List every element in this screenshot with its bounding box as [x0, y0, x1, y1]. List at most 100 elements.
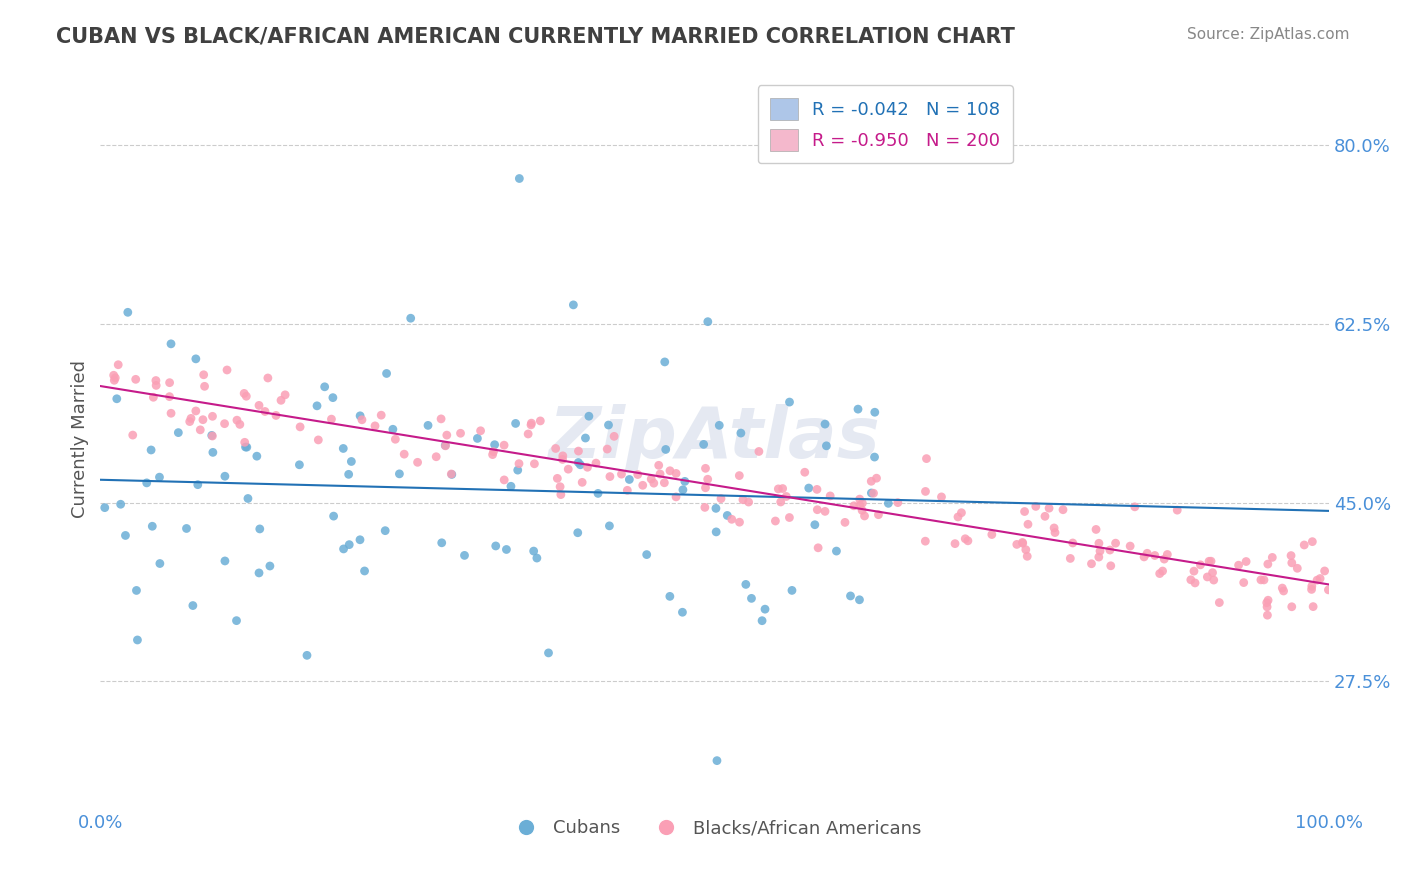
Point: [1253, 573, 1275, 587]
Point: [704, 501, 727, 516]
Point: [145, 378, 167, 392]
Point: [658, 590, 681, 604]
Point: [416, 418, 439, 433]
Point: [806, 502, 828, 516]
Point: [1201, 566, 1223, 580]
Point: [467, 431, 489, 445]
Point: [1099, 558, 1122, 573]
Point: [797, 481, 820, 495]
Point: [337, 467, 360, 482]
Point: [253, 404, 276, 418]
Point: [225, 614, 247, 628]
Point: [1306, 573, 1329, 587]
Point: [863, 405, 886, 419]
Point: [508, 457, 530, 471]
Point: [865, 471, 887, 485]
Point: [484, 438, 506, 452]
Point: [127, 632, 149, 647]
Text: Source: ZipAtlas.com: Source: ZipAtlas.com: [1187, 27, 1350, 42]
Point: [495, 542, 517, 557]
Point: [778, 510, 800, 524]
Point: [793, 465, 815, 479]
Point: [159, 390, 181, 404]
Point: [235, 389, 257, 403]
Point: [1301, 534, 1323, 549]
Point: [775, 490, 797, 504]
Point: [440, 467, 463, 481]
Point: [548, 480, 571, 494]
Point: [1294, 538, 1316, 552]
Point: [598, 417, 620, 432]
Point: [1202, 573, 1225, 587]
Point: [648, 467, 671, 481]
Point: [1088, 550, 1111, 565]
Point: [763, 514, 786, 528]
Point: [636, 548, 658, 562]
Point: [450, 426, 472, 441]
Point: [1017, 517, 1039, 532]
Point: [1257, 593, 1279, 607]
Y-axis label: Currently Married: Currently Married: [72, 359, 89, 518]
Point: [160, 406, 183, 420]
Point: [148, 470, 170, 484]
Point: [578, 409, 600, 424]
Point: [110, 497, 132, 511]
Point: [716, 508, 738, 523]
Point: [181, 599, 204, 613]
Point: [305, 399, 328, 413]
Point: [176, 521, 198, 535]
Point: [505, 417, 527, 431]
Point: [851, 496, 873, 510]
Point: [696, 472, 718, 486]
Point: [236, 440, 259, 454]
Point: [853, 508, 876, 523]
Point: [215, 363, 238, 377]
Point: [375, 367, 398, 381]
Point: [640, 472, 662, 486]
Point: [1011, 535, 1033, 549]
Point: [848, 492, 870, 507]
Point: [734, 577, 756, 591]
Point: [740, 591, 762, 606]
Point: [1257, 557, 1279, 571]
Point: [877, 496, 900, 510]
Point: [1153, 552, 1175, 566]
Point: [768, 482, 790, 496]
Point: [121, 428, 143, 442]
Point: [731, 492, 754, 507]
Point: [1271, 581, 1294, 595]
Point: [1184, 576, 1206, 591]
Point: [839, 589, 862, 603]
Point: [1301, 579, 1323, 593]
Point: [914, 484, 936, 499]
Point: [779, 395, 801, 409]
Point: [117, 305, 139, 319]
Point: [1180, 573, 1202, 587]
Point: [955, 532, 977, 546]
Point: [546, 471, 568, 485]
Point: [201, 409, 224, 424]
Point: [1014, 504, 1036, 518]
Point: [187, 477, 209, 491]
Point: [672, 483, 695, 497]
Point: [201, 428, 224, 442]
Point: [1256, 599, 1278, 614]
Point: [544, 442, 567, 456]
Point: [1025, 500, 1047, 514]
Point: [610, 467, 633, 482]
Point: [807, 541, 830, 555]
Point: [846, 402, 869, 417]
Point: [453, 549, 475, 563]
Point: [353, 564, 375, 578]
Point: [654, 475, 676, 490]
Point: [201, 445, 224, 459]
Point: [257, 371, 280, 385]
Point: [332, 541, 354, 556]
Point: [425, 450, 447, 464]
Point: [728, 515, 751, 529]
Point: [481, 448, 503, 462]
Point: [159, 376, 181, 390]
Point: [619, 473, 641, 487]
Point: [603, 429, 626, 443]
Point: [914, 534, 936, 549]
